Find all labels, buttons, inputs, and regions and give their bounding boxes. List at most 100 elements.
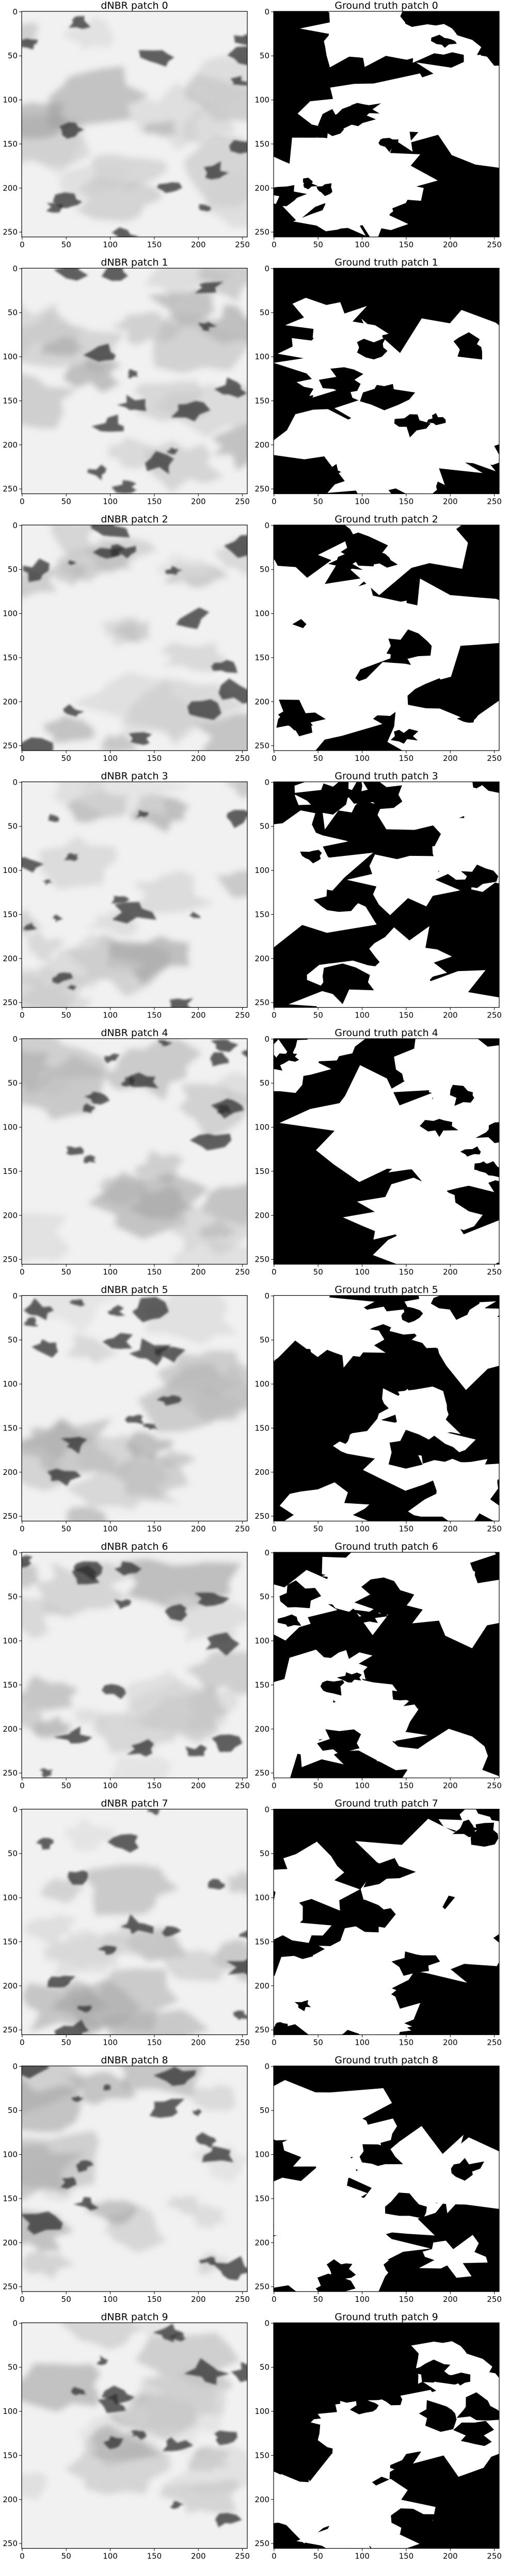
x-tick-label: 0 — [272, 2295, 277, 2304]
x-tick-label: 0 — [272, 754, 277, 763]
x-tick-label: 0 — [20, 1011, 25, 1020]
x-tick-label: 250 — [235, 1011, 250, 1020]
x-tick-label: 250 — [487, 2038, 502, 2047]
ground-truth-mask — [274, 1295, 499, 1521]
x-tick-label: 150 — [399, 2552, 414, 2561]
y-tick-label: 100 — [254, 2150, 269, 2159]
y-tick-label: 50 — [260, 1849, 269, 1858]
y-tick-label: 0 — [12, 264, 18, 273]
x-tick-label: 0 — [272, 1524, 277, 1534]
y-tick-label: 250 — [254, 1255, 269, 1264]
x-tick-label: 0 — [20, 1267, 25, 1277]
y-tick-label: 50 — [8, 51, 18, 60]
dnbr-panel: dNBR patch 2 0 0 50 50 100 100 150 150 200 200 250 2… — [3, 514, 250, 763]
x-tick-label: 100 — [103, 1781, 118, 1790]
y-tick-label: 250 — [254, 1512, 269, 1521]
y-tick-label: 200 — [254, 1211, 269, 1220]
dnbr-title: dNBR patch 6 — [101, 1541, 168, 1552]
y-tick-label: 150 — [3, 139, 18, 149]
axes-frame — [21, 267, 248, 495]
y-tick-label: 100 — [3, 1636, 18, 1646]
y-tick-label: 200 — [254, 2238, 269, 2247]
y-tick-label: 150 — [3, 1423, 18, 1433]
y-tick-label: 100 — [3, 866, 18, 875]
axes-frame — [273, 1808, 500, 2036]
y-tick-label: 0 — [264, 7, 269, 17]
x-tick-label: 250 — [487, 754, 502, 763]
x-tick-label: 250 — [235, 1267, 250, 1277]
y-tick-label: 0 — [264, 1548, 269, 1557]
y-tick-label: 50 — [260, 308, 269, 317]
x-tick-label: 200 — [443, 1524, 458, 1534]
dnbr-image — [22, 2323, 247, 2549]
y-tick-label: 250 — [3, 2539, 18, 2548]
x-tick-label: 250 — [487, 1781, 502, 1790]
y-tick-label: 250 — [3, 998, 18, 1007]
x-tick-label: 200 — [443, 2038, 458, 2047]
y-tick-label: 250 — [254, 998, 269, 1007]
y-tick-label: 100 — [254, 96, 269, 105]
x-tick-label: 50 — [61, 1267, 71, 1277]
y-tick-label: 100 — [254, 609, 269, 618]
x-tick-label: 100 — [355, 240, 370, 249]
x-tick-label: 100 — [355, 1524, 370, 1534]
x-tick-label: 200 — [443, 1781, 458, 1790]
x-tick-label: 50 — [313, 1781, 323, 1790]
x-tick-label: 100 — [103, 2295, 118, 2304]
y-tick-label: 100 — [254, 1123, 269, 1132]
x-tick-label: 200 — [191, 1267, 206, 1277]
x-tick-label: 150 — [147, 1267, 162, 1277]
ground-truth-mask — [274, 2066, 499, 2292]
x-tick-label: 100 — [103, 497, 118, 506]
y-tick-label: 50 — [260, 1335, 269, 1345]
y-tick-label: 250 — [254, 2539, 269, 2548]
y-tick-label: 150 — [254, 910, 269, 919]
ground-truth-mask — [274, 525, 499, 751]
x-tick-label: 150 — [399, 497, 414, 506]
dnbr-title: dNBR patch 1 — [101, 257, 168, 268]
dnbr-panel: dNBR patch 9 0 0 50 50 100 100 150 150 200 200 250 2… — [3, 2312, 250, 2561]
x-tick-label: 0 — [272, 497, 277, 506]
axes-frame — [21, 2065, 248, 2292]
y-tick-label: 50 — [8, 1849, 18, 1858]
x-tick-label: 250 — [235, 754, 250, 763]
y-tick-label: 250 — [3, 228, 18, 237]
x-tick-label: 100 — [355, 754, 370, 763]
y-tick-label: 100 — [3, 1893, 18, 1902]
y-tick-label: 0 — [264, 1035, 269, 1044]
x-tick-label: 50 — [61, 240, 71, 249]
x-tick-label: 250 — [487, 2552, 502, 2561]
y-tick-label: 250 — [254, 1769, 269, 1778]
axes-frame — [21, 1038, 248, 1265]
y-tick-label: 200 — [254, 1981, 269, 1991]
x-tick-label: 50 — [313, 2295, 323, 2304]
ground-truth-mask — [274, 1039, 499, 1264]
x-tick-label: 150 — [147, 754, 162, 763]
x-tick-label: 200 — [443, 240, 458, 249]
y-tick-label: 200 — [254, 440, 269, 450]
x-tick-label: 50 — [313, 497, 323, 506]
y-tick-label: 150 — [254, 1937, 269, 1946]
axes-frame — [21, 1552, 248, 1778]
y-tick-label: 150 — [3, 2451, 18, 2460]
x-tick-label: 100 — [355, 1011, 370, 1020]
axes-frame — [273, 1038, 500, 1265]
y-tick-label: 0 — [12, 1291, 18, 1300]
axes-frame — [21, 2322, 248, 2549]
x-tick-label: 250 — [487, 1267, 502, 1277]
ground-truth-title: Ground truth patch 5 — [335, 1284, 438, 1296]
x-tick-label: 200 — [191, 497, 206, 506]
x-tick-label: 100 — [103, 2552, 118, 2561]
y-tick-label: 100 — [3, 1123, 18, 1132]
dnbr-image — [22, 11, 247, 237]
x-tick-label: 150 — [147, 2552, 162, 2561]
y-tick-label: 0 — [12, 777, 18, 787]
x-tick-label: 50 — [61, 754, 71, 763]
ground-truth-panel: Ground truth patch 5 0 0 50 50 100 100 150 150 20… — [254, 1284, 502, 1534]
x-tick-label: 200 — [443, 1267, 458, 1277]
y-tick-label: 200 — [3, 954, 18, 963]
y-tick-label: 200 — [3, 1724, 18, 1734]
y-tick-label: 150 — [3, 2194, 18, 2203]
x-tick-label: 250 — [487, 497, 502, 506]
x-tick-label: 50 — [61, 2038, 71, 2047]
